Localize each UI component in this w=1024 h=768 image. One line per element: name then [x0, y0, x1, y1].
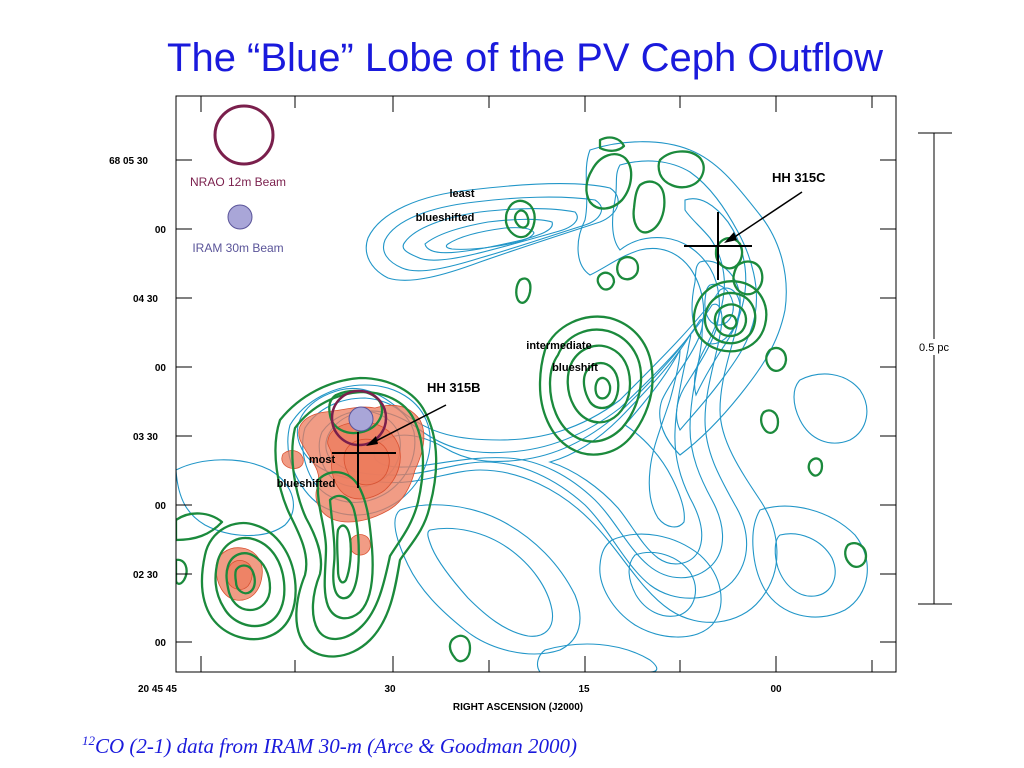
least-blueshifted-line1: least [449, 188, 474, 200]
blue-contours-main-body [176, 287, 868, 672]
iram-beam-overlay [348, 406, 374, 432]
x-axis-title: RIGHT ASCENSION (J2000) [453, 702, 583, 713]
scale-bar [918, 132, 952, 605]
caption-text: CO (2-1) data from IRAM 30-m (Arce & Goo… [95, 734, 577, 758]
beam-legend: NRAO 12m Beam IRAM 30m Beam [190, 104, 286, 255]
iram-beam-label: IRAM 30m Beam [192, 241, 283, 255]
nrao-beam-label: NRAO 12m Beam [190, 175, 286, 189]
intermediate-blueshift-line1: intermediate [526, 340, 591, 352]
dec-tick-label: 00 [155, 225, 167, 236]
ra-tick-label: 30 [384, 684, 396, 695]
intermediate-blueshift-line2: blueshift [552, 362, 598, 374]
dec-tick-label: 03 30 [133, 432, 158, 443]
plot-frame [175, 95, 897, 673]
red-contours-most-blueshifted [215, 404, 425, 601]
hh315b-label: HH 315B [427, 380, 480, 395]
hh315c-marker [684, 191, 803, 280]
figure-caption: 12CO (2-1) data from IRAM 30-m (Arce & G… [82, 733, 577, 759]
hh315b-marker [332, 404, 447, 488]
ra-tick-label: 20 45 45 [138, 684, 177, 695]
blue-contours-upper-lobe [365, 182, 619, 281]
hh315c-label: HH 315C [772, 170, 826, 185]
dec-tick-label: 04 30 [133, 294, 158, 305]
ra-tick-label: 00 [770, 684, 782, 695]
caption-superscript: 12 [82, 733, 95, 748]
slide-title: The “Blue” Lobe of the PV Ceph Outflow [167, 36, 883, 80]
dec-axis-ticks [176, 159, 896, 643]
scale-bar-label: 0.5 pc [919, 342, 949, 354]
dec-tick-label: 00 [155, 363, 167, 374]
dec-tick-label: 02 30 [133, 570, 158, 581]
green-contours [176, 136, 868, 663]
nrao-beam-circle [213, 104, 275, 166]
ra-tick-label: 15 [578, 684, 590, 695]
least-blueshifted-line2: blueshifted [416, 212, 475, 224]
ra-axis-ticks [200, 96, 873, 672]
iram-beam-circle [227, 204, 253, 230]
most-blueshifted-line1: most [309, 454, 336, 466]
dec-tick-label: 00 [155, 638, 167, 649]
most-blueshifted-line2: blueshifted [277, 478, 336, 490]
dec-tick-label: 00 [155, 501, 167, 512]
scale-label-bg [910, 339, 958, 355]
dec-tick-label: 68 05 30 [109, 156, 148, 167]
